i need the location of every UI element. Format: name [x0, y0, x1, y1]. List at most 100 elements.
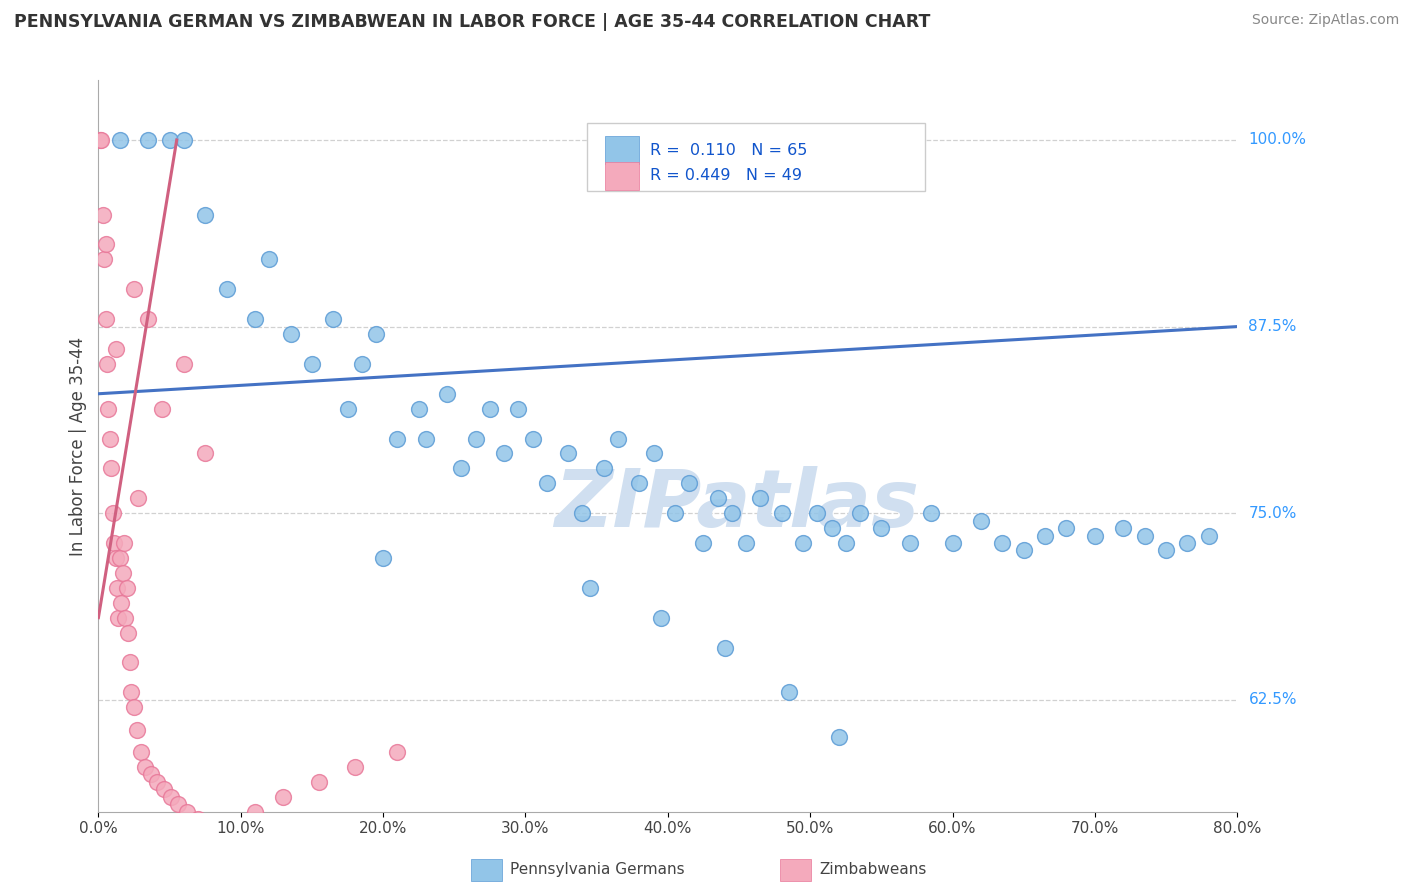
Point — [1133, 528, 1156, 542]
Text: 75.0%: 75.0% — [1249, 506, 1296, 521]
Point — [371, 551, 394, 566]
Point — [820, 521, 842, 535]
Point — [1033, 528, 1056, 542]
Point — [735, 536, 758, 550]
Point — [1084, 528, 1107, 542]
Point — [308, 775, 330, 789]
Point — [153, 782, 176, 797]
Point — [678, 476, 700, 491]
Point — [159, 133, 181, 147]
Text: 62.5%: 62.5% — [1249, 692, 1296, 707]
Point — [118, 656, 141, 670]
Point — [898, 536, 921, 550]
Point — [104, 551, 127, 566]
Text: Pennsylvania Germans: Pennsylvania Germans — [510, 863, 685, 877]
Point — [176, 805, 198, 819]
Point — [173, 357, 195, 371]
Point — [273, 789, 295, 804]
Point — [98, 432, 121, 446]
Point — [117, 625, 139, 640]
Point — [222, 820, 245, 834]
Point — [120, 685, 142, 699]
Text: PENNSYLVANIA GERMAN VS ZIMBABWEAN IN LABOR FORCE | AGE 35-44 CORRELATION CHART: PENNSYLVANIA GERMAN VS ZIMBABWEAN IN LAB… — [14, 13, 931, 31]
Point — [494, 446, 516, 460]
Point — [436, 386, 458, 401]
Point — [464, 432, 486, 446]
Point — [592, 461, 614, 475]
Point — [134, 760, 156, 774]
Text: 87.5%: 87.5% — [1249, 319, 1296, 334]
Point — [243, 312, 266, 326]
Point — [194, 446, 217, 460]
Point — [557, 446, 579, 460]
Point — [778, 685, 800, 699]
Point — [749, 491, 772, 506]
Text: R =  0.110   N = 65: R = 0.110 N = 65 — [650, 143, 807, 158]
Text: Zimbabweans: Zimbabweans — [820, 863, 927, 877]
Point — [792, 536, 814, 550]
Point — [835, 536, 858, 550]
Point — [536, 476, 558, 491]
Point — [111, 566, 134, 580]
Point — [96, 357, 118, 371]
Point — [770, 506, 793, 520]
Point — [105, 581, 128, 595]
Point — [90, 133, 112, 147]
Point — [478, 401, 501, 416]
Point — [415, 432, 437, 446]
Point — [1056, 521, 1078, 535]
Point — [408, 401, 430, 416]
Point — [364, 326, 387, 341]
Point — [152, 401, 174, 416]
Point — [628, 476, 651, 491]
Point — [108, 551, 131, 566]
Point — [101, 506, 124, 520]
Point — [104, 342, 127, 356]
Point — [114, 610, 136, 624]
Point — [343, 760, 366, 774]
Point — [849, 506, 872, 520]
Point — [136, 133, 159, 147]
Point — [1198, 528, 1220, 542]
Point — [578, 581, 600, 595]
Text: R = 0.449   N = 49: R = 0.449 N = 49 — [650, 169, 801, 184]
Point — [1112, 521, 1135, 535]
Point — [215, 282, 238, 296]
Point — [280, 326, 302, 341]
Point — [1177, 536, 1199, 550]
Point — [110, 596, 132, 610]
Y-axis label: In Labor Force | Age 35-44: In Labor Force | Age 35-44 — [69, 336, 87, 556]
Point — [93, 252, 115, 267]
Point — [129, 745, 152, 759]
Point — [322, 312, 344, 326]
Point — [122, 700, 145, 714]
Point — [692, 536, 714, 550]
Point — [125, 723, 148, 737]
Point — [991, 536, 1014, 550]
Point — [160, 789, 183, 804]
Point — [942, 536, 965, 550]
Point — [643, 446, 665, 460]
Point — [920, 506, 942, 520]
Point — [122, 282, 145, 296]
Point — [1154, 543, 1177, 558]
Point — [112, 536, 135, 550]
Point — [136, 312, 159, 326]
Point — [450, 461, 472, 475]
Point — [94, 312, 117, 326]
Point — [301, 357, 323, 371]
Text: Source: ZipAtlas.com: Source: ZipAtlas.com — [1251, 13, 1399, 28]
Point — [259, 252, 281, 267]
Point — [607, 432, 630, 446]
Point — [243, 805, 266, 819]
Point — [146, 775, 169, 789]
Point — [194, 208, 217, 222]
Point — [522, 432, 544, 446]
Point — [806, 506, 828, 520]
Point — [970, 514, 993, 528]
Point — [571, 506, 593, 520]
Point — [387, 432, 409, 446]
Point — [714, 640, 737, 655]
Point — [173, 133, 195, 147]
Point — [1012, 543, 1035, 558]
